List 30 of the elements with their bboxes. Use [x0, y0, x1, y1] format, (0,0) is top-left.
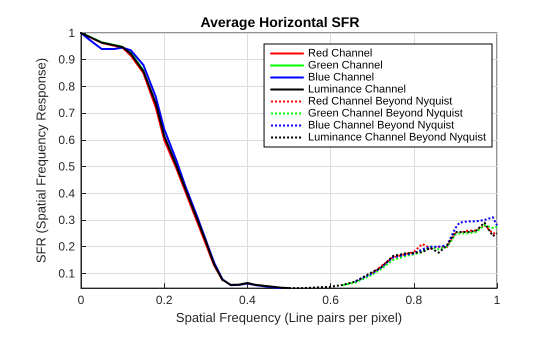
- legend-label: Blue Channel Beyond Nyquist: [308, 120, 454, 132]
- x-axis-title: Spatial Frequency (Line pairs per pixel): [176, 310, 402, 325]
- y-tick-label: 1: [68, 26, 76, 40]
- x-tick-label: 0.6: [322, 293, 340, 308]
- legend-label: Green Channel Beyond Nyquist: [308, 108, 463, 120]
- legend-label: Luminance Channel Beyond Nyquist: [308, 132, 486, 144]
- y-tick-label: 0.9: [58, 52, 76, 67]
- legend-label: Red Channel Beyond Nyquist: [308, 96, 452, 108]
- x-tick-label: 0: [78, 293, 85, 308]
- x-tick-label: 1: [494, 293, 501, 308]
- y-tick-label: 0.1: [58, 266, 76, 280]
- y-tick-label: 0.2: [58, 240, 76, 254]
- y-tick-label: 0.6: [58, 132, 76, 147]
- x-tick-label: 0.8: [405, 293, 422, 308]
- y-tick-label: 0.5: [58, 160, 76, 174]
- y-tick-label: 0.8: [58, 79, 76, 94]
- legend-label: Luminance Channel: [308, 84, 406, 96]
- line-series: [354, 216, 498, 282]
- legend-label: Blue Channel: [308, 72, 374, 84]
- line-series: [371, 224, 498, 274]
- legend-label: Red Channel: [308, 48, 372, 60]
- y-tick-label: 0.3: [58, 212, 76, 227]
- line-series: [342, 224, 498, 286]
- legend-label: Green Channel: [308, 60, 383, 72]
- y-tick-label: 0.7: [58, 106, 76, 120]
- y-tick-label: 0.4: [58, 186, 76, 200]
- y-axis-title: SFR (Spatial Frequency Response): [33, 58, 48, 264]
- x-tick-label: 0.2: [156, 293, 173, 308]
- x-tick-label: 0.4: [239, 293, 256, 308]
- chart-title: Average Horizontal SFR: [200, 14, 360, 30]
